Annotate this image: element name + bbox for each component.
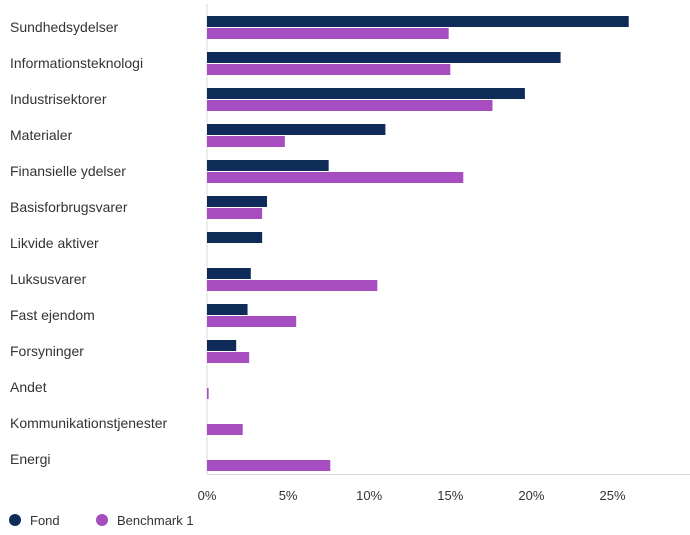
bar-fond-forsyninger [207,340,237,351]
legend-marker-benchmark-1 [96,514,108,526]
bar-benchmark-1-materialer [207,136,285,147]
bars-group [207,16,629,471]
bar-benchmark-1-finansielle-ydelser [207,172,464,183]
bar-fond-luksusvarer [207,268,251,279]
x-tick-label: 25% [599,488,625,503]
category-label-energi: Energi [10,451,50,467]
bar-benchmark-1-sundhedsydelser [207,28,449,39]
legend-label-fond: Fond [30,513,60,528]
x-tick-label: 20% [518,488,544,503]
category-label-andet: Andet [10,379,47,395]
category-label-sundhedsydelser: Sundhedsydelser [10,19,119,35]
bar-fond-likvide-aktiver [207,232,263,243]
bar-benchmark-1-forsyninger [207,352,250,363]
category-label-fast-ejendom: Fast ejendom [10,307,95,323]
category-label-kommunikationstjenester: Kommunikationstjenester [10,415,168,431]
bar-benchmark-1-industrisektorer [207,100,493,111]
category-label-basisforbrugsvarer: Basisforbrugsvarer [10,199,128,215]
category-label-industrisektorer: Industrisektorer [10,91,107,107]
category-label-likvide-aktiver: Likvide aktiver [10,235,99,251]
legend-marker-fond [9,514,21,526]
bar-benchmark-1-informationsteknologi [207,64,451,75]
bar-benchmark-1-fast-ejendom [207,316,297,327]
category-label-informationsteknologi: Informationsteknologi [10,55,143,71]
bar-fond-materialer [207,124,386,135]
legend-label-benchmark-1: Benchmark 1 [117,513,194,528]
x-tick-label: 0% [198,488,217,503]
bar-fond-basisforbrugsvarer [207,196,268,207]
bar-fond-sundhedsydelser [207,16,629,27]
category-labels-group: Sundhedsydelser Informationsteknologi Indu… [10,19,168,467]
bar-fond-finansielle-ydelser [207,160,329,171]
bar-benchmark-1-luksusvarer [207,280,378,291]
bar-fond-fast-ejendom [207,304,248,315]
bar-benchmark-1-energi [207,460,331,471]
bar-fond-informationsteknologi [207,52,561,63]
category-label-forsyninger: Forsyninger [10,343,84,359]
bar-benchmark-1-basisforbrugsvarer [207,208,263,219]
x-tick-labels-group: 0% 5% 10% 15% 20% 25% [198,488,626,503]
category-label-materialer: Materialer [10,127,73,143]
bar-benchmark-1-kommunikationstjenester [207,424,243,435]
bar-fond-industrisektorer [207,88,525,99]
x-tick-label: 10% [356,488,382,503]
legend: Fond Benchmark 1 [9,513,194,528]
category-label-finansielle-ydelser: Finansielle ydelser [10,163,126,179]
bar-benchmark-1-andet [207,388,209,399]
x-tick-label: 15% [437,488,463,503]
x-tick-label: 5% [279,488,298,503]
category-label-luksusvarer: Luksusvarer [10,271,87,287]
